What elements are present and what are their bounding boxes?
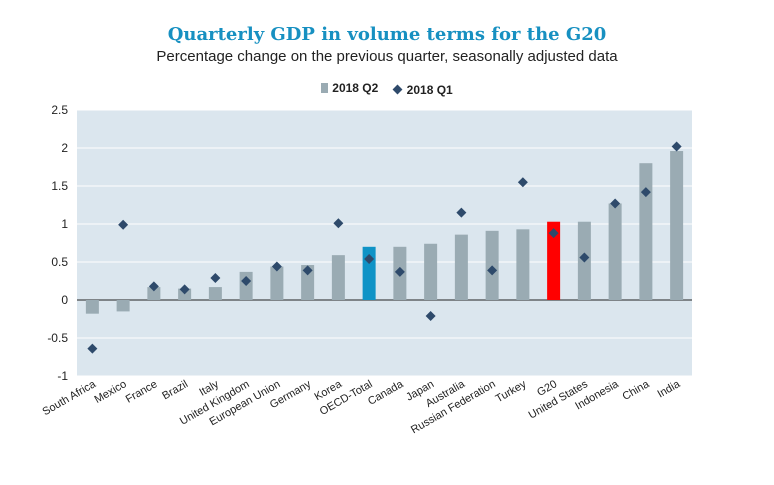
bar-italy xyxy=(208,287,222,300)
plot-area xyxy=(77,110,692,376)
y-tick-label: 0.5 xyxy=(51,255,68,269)
marker-g20 xyxy=(548,228,559,239)
marker-canada xyxy=(394,266,405,277)
x-tick-label: China xyxy=(620,378,652,403)
bar-france xyxy=(147,287,161,300)
y-tick-label: 0 xyxy=(61,293,68,307)
marker-france xyxy=(148,281,159,292)
bar-indonesia xyxy=(608,203,622,300)
marker-united-kingdom xyxy=(241,276,252,286)
bar-turkey xyxy=(516,229,530,300)
bar-australia xyxy=(454,234,468,300)
legend-label-q1: 2018 Q1 xyxy=(406,82,453,97)
marker-mexico xyxy=(118,219,129,230)
marker-united-states xyxy=(579,252,590,263)
bar-korea xyxy=(331,255,345,300)
marker-india xyxy=(671,141,682,152)
marker-china xyxy=(640,187,651,198)
chart-legend: 2018 Q2 2018 Q1 xyxy=(0,81,774,97)
marker-italy xyxy=(210,272,221,283)
marker-korea xyxy=(333,218,344,229)
chart-title: Quarterly GDP in volume terms for the G2… xyxy=(167,24,607,45)
y-tick-label: 2.5 xyxy=(51,103,68,117)
marker-south-africa xyxy=(87,343,98,354)
bar-g20 xyxy=(547,221,561,300)
marker-indonesia xyxy=(610,198,621,209)
bar-mexico xyxy=(116,300,130,312)
legend-item-q1: 2018 Q1 xyxy=(392,83,453,97)
bar-germany xyxy=(301,265,315,300)
x-tick-label: South Africa xyxy=(40,378,98,418)
x-tick-label: France xyxy=(124,378,160,406)
bar-south-africa xyxy=(85,300,99,314)
bar-japan xyxy=(424,243,438,300)
y-tick-label: 1 xyxy=(61,217,68,231)
marker-european-union xyxy=(271,261,282,272)
bar-china xyxy=(639,163,653,300)
x-tick-label: Canada xyxy=(366,378,406,408)
x-tick-label: Mexico xyxy=(92,378,128,406)
legend-bar-swatch xyxy=(321,83,329,93)
marker-germany xyxy=(302,265,313,276)
marker-oecd-total xyxy=(364,253,375,264)
x-tick-label: Turkey xyxy=(494,378,529,405)
legend-item-q2: 2018 Q2 xyxy=(321,81,378,95)
marker-turkey xyxy=(517,177,528,188)
y-tick-label: -1 xyxy=(57,369,68,383)
y-tick-label: -0.5 xyxy=(47,331,68,345)
x-tick-label: Brazil xyxy=(160,378,190,402)
y-tick-label: 2 xyxy=(61,141,68,155)
marker-brazil xyxy=(179,284,190,295)
bar-india xyxy=(670,151,684,300)
bar-european-union xyxy=(270,266,284,300)
marker-russian-federation xyxy=(487,265,498,276)
marker-australia xyxy=(456,207,467,218)
chart-subtitle: Percentage change on the previous quarte… xyxy=(156,48,618,65)
x-tick-label: India xyxy=(655,378,682,401)
y-tick-label: 1.5 xyxy=(51,179,68,193)
marker-japan xyxy=(425,310,436,321)
legend-label-q2: 2018 Q2 xyxy=(332,81,379,95)
